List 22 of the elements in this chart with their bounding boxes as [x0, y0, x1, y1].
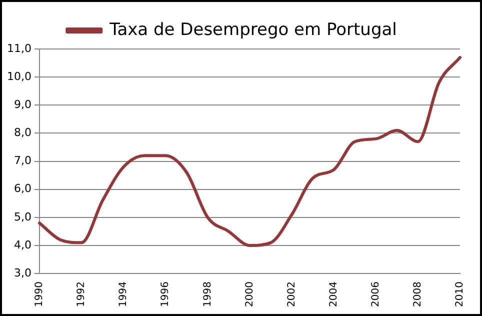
x-tick-label: 2010 [454, 282, 466, 308]
x-tick-label: 2006 [370, 282, 382, 308]
y-tick-label: 8,0 [14, 126, 32, 140]
y-tick-label: 4,0 [14, 238, 32, 252]
y-tick-label: 6,0 [14, 182, 32, 196]
x-tick-label: 2008 [412, 282, 424, 308]
x-tick-label: 1998 [202, 282, 214, 308]
y-tick-label: 3,0 [14, 266, 32, 280]
x-tick-label: 1992 [76, 282, 88, 308]
y-tick-label: 10,0 [6, 70, 32, 83]
x-tick-label: 1994 [118, 282, 130, 308]
legend-label: Taxa de Desemprego em Portugal [108, 20, 397, 40]
x-tick-label: 2000 [244, 282, 256, 308]
y-tick-label: 7,0 [14, 154, 32, 168]
x-tick-label: 1996 [160, 282, 172, 308]
x-tick-label: 2002 [286, 282, 298, 308]
x-tick-label: 1990 [34, 282, 46, 308]
y-tick-label: 11,0 [6, 42, 32, 55]
x-tick-label: 2004 [328, 282, 340, 308]
y-tick-label: 9,0 [14, 98, 32, 111]
line-series [38, 56, 462, 247]
y-tick-label: 5,0 [14, 210, 32, 224]
